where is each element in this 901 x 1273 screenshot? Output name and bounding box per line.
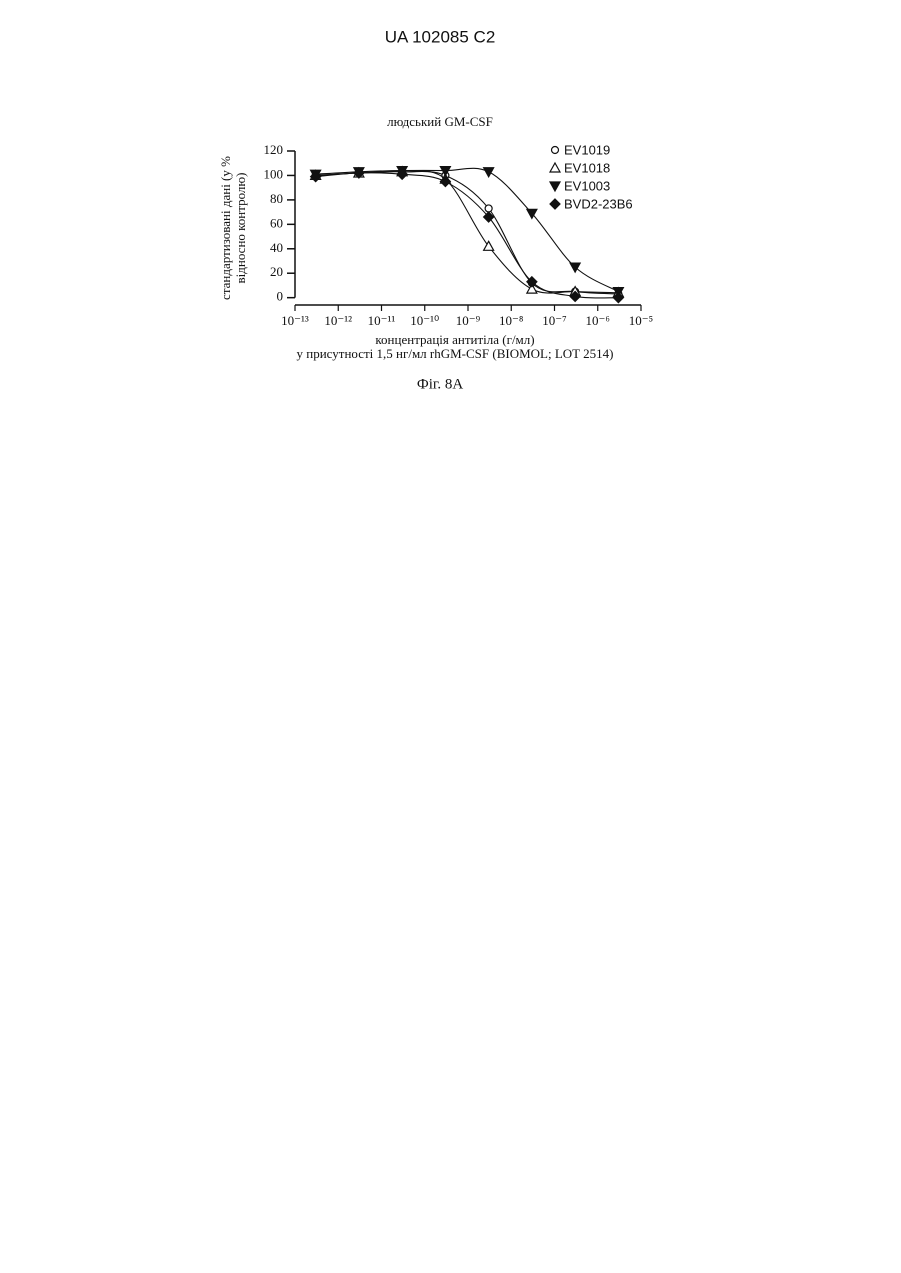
y-tick-label: 40 <box>270 240 283 255</box>
x-tick-label: 10⁻⁶ <box>586 313 610 328</box>
marker <box>440 177 450 187</box>
marker <box>484 241 494 250</box>
note: у присутності 1,5 нг/мл rhGM-CSF (BIOMOL… <box>297 346 614 361</box>
header: UA 102085 C2 <box>385 27 496 46</box>
y-axis-label-line: відносно контролю) <box>233 173 248 284</box>
y-tick-label: 120 <box>264 142 284 157</box>
x-tick-label: 10⁻¹¹ <box>368 313 396 328</box>
page: UA 102085 C2 людський GM-CSF концентраці… <box>0 0 901 1273</box>
x-tick-label: 10⁻⁷ <box>542 313 566 328</box>
marker <box>485 205 492 212</box>
caption: Фіг. 8A <box>417 376 463 392</box>
y-tick-label: 60 <box>270 215 283 230</box>
legend-label: EV1019 <box>564 142 610 157</box>
x-tick-label: 10⁻¹⁰ <box>410 313 439 328</box>
legend-label: BVD2-23B6 <box>564 196 633 211</box>
x-axis-label: концентрація антитіла (г/мл) <box>375 332 534 347</box>
y-tick-label: 100 <box>264 166 284 181</box>
legend-label: EV1018 <box>564 160 610 175</box>
marker <box>550 199 560 209</box>
y-tick-label: 20 <box>270 264 283 279</box>
y-axis-label-line: стандартизовані дані (у % <box>218 156 233 300</box>
chart-title: людський GM-CSF <box>387 114 493 129</box>
marker <box>550 182 560 191</box>
x-tick-label: 10⁻¹² <box>324 313 352 328</box>
x-tick-label: 10⁻⁹ <box>456 313 481 328</box>
x-tick-label: 10⁻⁸ <box>499 313 524 328</box>
marker <box>484 168 494 177</box>
y-tick-label: 0 <box>277 289 284 304</box>
y-tick-label: 80 <box>270 191 283 206</box>
x-tick-label: 10⁻⁵ <box>629 313 653 328</box>
x-tick-label: 10⁻¹³ <box>281 313 309 328</box>
legend-label: EV1003 <box>564 178 610 193</box>
y-axis-label: стандартизовані дані (у % відносно контр… <box>218 156 248 300</box>
marker <box>550 163 560 172</box>
marker <box>552 147 559 154</box>
marker <box>570 263 580 272</box>
